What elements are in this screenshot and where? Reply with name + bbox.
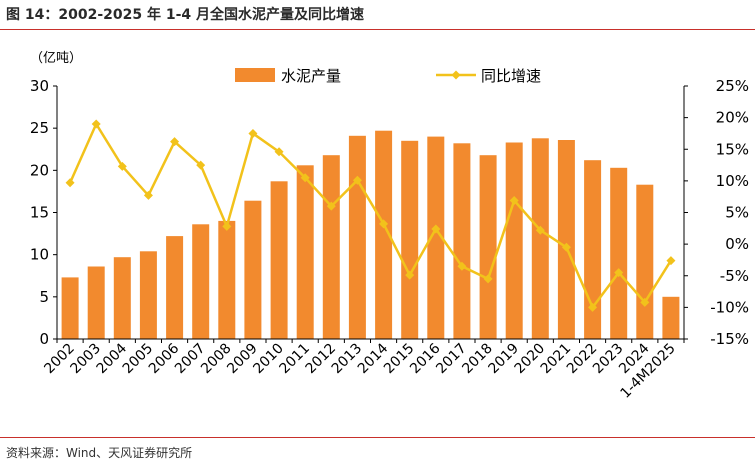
growth-point: [666, 256, 676, 266]
y-tick-label-left: 20: [30, 161, 49, 179]
y-tick-label-right: 10%: [716, 172, 749, 190]
chart-title: 图 14：2002-2025 年 1-4 月全国水泥产量及同比增速: [6, 7, 365, 23]
bar: [557, 140, 575, 339]
growth-point: [431, 224, 441, 234]
bar: [270, 181, 288, 339]
y-tick-label-right: 5%: [725, 204, 749, 222]
bar: [401, 140, 419, 339]
bar: [322, 155, 340, 339]
bar: [375, 130, 393, 339]
growth-point: [274, 147, 284, 157]
bar: [87, 266, 105, 339]
y-tick-label-right: -15%: [710, 330, 749, 348]
bar-series: [61, 130, 680, 339]
y-tick-label-right: -10%: [710, 298, 749, 316]
bar: [479, 155, 497, 339]
bar: [113, 257, 131, 339]
bar: [531, 138, 549, 339]
growth-point: [640, 297, 650, 307]
y-axis-right: -15% -10% -5% 0% 5% 10% 15% 20% 25%: [684, 77, 749, 348]
bar: [427, 136, 445, 339]
growth-line: [68, 121, 672, 310]
bar: [61, 277, 79, 339]
x-axis: 2002200320042005200620072008200920102011…: [41, 340, 678, 401]
growth-point: [91, 119, 101, 129]
footer-rule: [0, 437, 755, 438]
bar: [505, 142, 523, 339]
growth-point: [352, 175, 362, 185]
growth-point: [65, 178, 75, 188]
growth-point: [300, 173, 310, 183]
legend-label-bar: 水泥产量: [281, 67, 341, 85]
growth-point: [405, 270, 415, 280]
bar: [296, 165, 314, 339]
source-note: 资料来源：Wind、天风证券研究所: [6, 446, 193, 460]
growth-point: [222, 221, 232, 231]
growth-point: [170, 137, 180, 147]
bar: [192, 224, 210, 339]
y-axis-left: 0 5 10 15 20 25 30: [30, 77, 57, 348]
line-series: [65, 119, 676, 312]
y-tick-label-right: 20%: [716, 109, 749, 127]
y-axis-unit-label: （亿吨）: [30, 51, 82, 66]
growth-point: [143, 190, 153, 200]
growth-point: [483, 274, 493, 284]
bar: [453, 143, 471, 339]
bar: [139, 251, 157, 339]
title-rule: [0, 29, 755, 30]
growth-point: [509, 195, 519, 205]
growth-point: [196, 160, 206, 170]
bar: [584, 160, 602, 339]
growth-point: [117, 161, 127, 171]
bar: [636, 184, 654, 339]
y-tick-label-right: 15%: [716, 140, 749, 158]
growth-point: [457, 261, 467, 271]
y-tick-label-left: 30: [30, 77, 49, 95]
legend-label-line: 同比增速: [481, 67, 541, 85]
y-tick-label-right: 0%: [725, 235, 749, 253]
legend-swatch-marker: [451, 70, 461, 80]
y-tick-label-right: -5%: [720, 267, 749, 285]
bar: [166, 236, 184, 339]
y-tick-label-left: 25: [30, 119, 49, 137]
growth-point: [379, 219, 389, 229]
bar: [218, 220, 236, 339]
bar: [348, 135, 366, 339]
y-tick-label-left: 15: [30, 204, 49, 222]
y-tick-label-left: 0: [39, 330, 49, 348]
legend: 水泥产量 同比增速: [235, 67, 541, 85]
y-tick-label-right: 25%: [716, 77, 749, 95]
legend-swatch-bar: [235, 68, 275, 82]
bar: [244, 200, 262, 339]
growth-point: [614, 268, 624, 278]
growth-point: [326, 201, 336, 211]
growth-point: [535, 225, 545, 235]
growth-point: [561, 242, 571, 252]
bar: [610, 167, 628, 339]
y-tick-label-left: 10: [30, 246, 49, 264]
y-tick-label-left: 5: [39, 288, 49, 306]
bar: [662, 296, 680, 339]
growth-point: [588, 302, 598, 312]
growth-point: [248, 128, 258, 138]
